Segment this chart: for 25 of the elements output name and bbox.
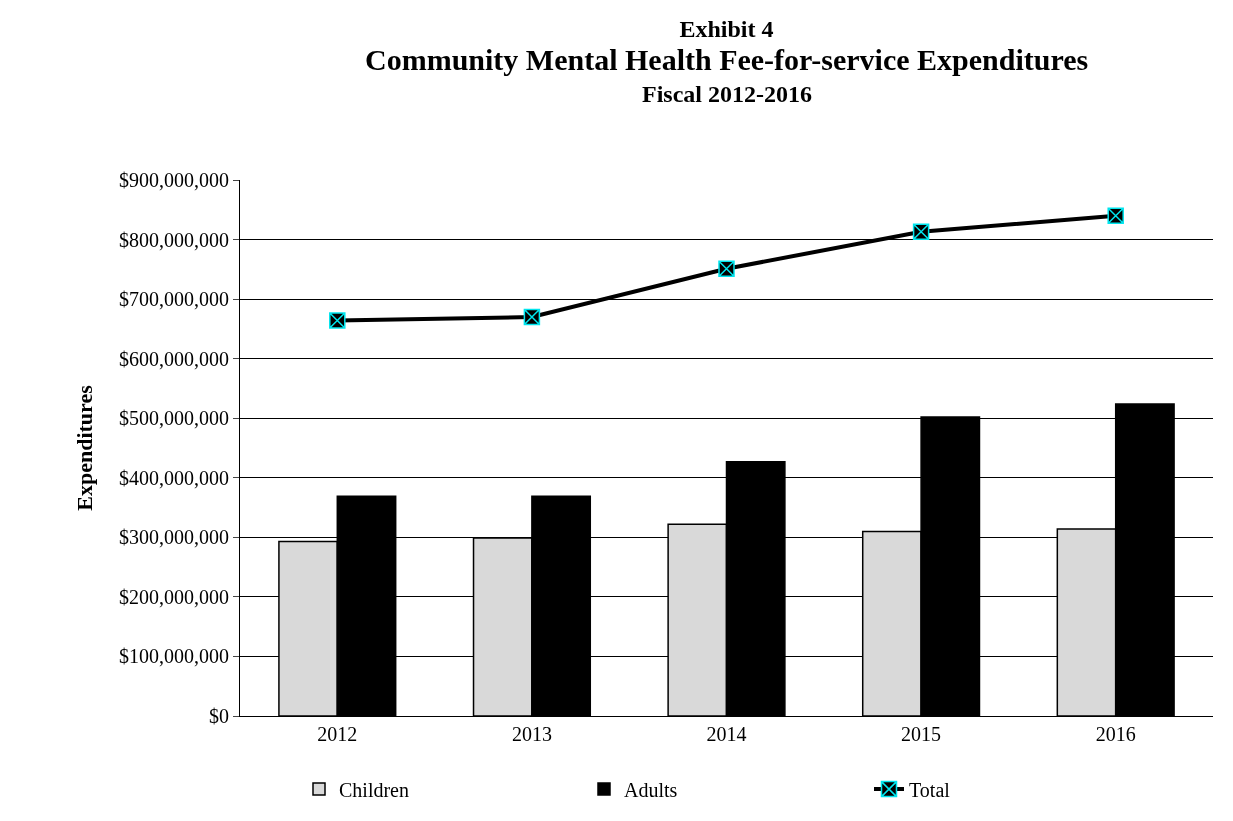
y-tick-label: $300,000,000 <box>119 526 229 549</box>
point <box>329 312 346 329</box>
y-tick-label: $500,000,000 <box>119 407 229 430</box>
legend-label: Adults <box>624 778 678 801</box>
y-tick-label: $600,000,000 <box>119 347 229 370</box>
y-tick-label: $100,000,000 <box>119 645 229 668</box>
y-tick-label: $800,000,000 <box>119 228 229 251</box>
y-axis-title: Expenditures <box>71 384 97 511</box>
y-tick-label: $0 <box>209 705 229 727</box>
point <box>1107 207 1124 224</box>
chart-title: Exhibit 4 <box>679 16 774 43</box>
legend-label: Total <box>909 778 951 801</box>
y-tick-label: $400,000,000 <box>119 466 229 489</box>
legend-label: Children <box>339 778 409 801</box>
x-tick-label: 2013 <box>511 723 552 745</box>
y-tick-label: $700,000,000 <box>119 288 229 311</box>
y-tick-label: $900,000,000 <box>119 169 229 191</box>
x-tick-label: 2016 <box>1095 723 1136 745</box>
x-tick-label: 2012 <box>317 723 358 745</box>
x-tick-label: 2015 <box>901 723 942 745</box>
point <box>718 260 735 277</box>
x-tick-label: 2014 <box>706 723 747 745</box>
text: Fiscal 2012-2016 <box>642 81 812 107</box>
y-tick-label: $200,000,000 <box>119 585 229 608</box>
chart-subtitle: Community Mental Health Fee-for-service Expenditures <box>365 43 1089 76</box>
